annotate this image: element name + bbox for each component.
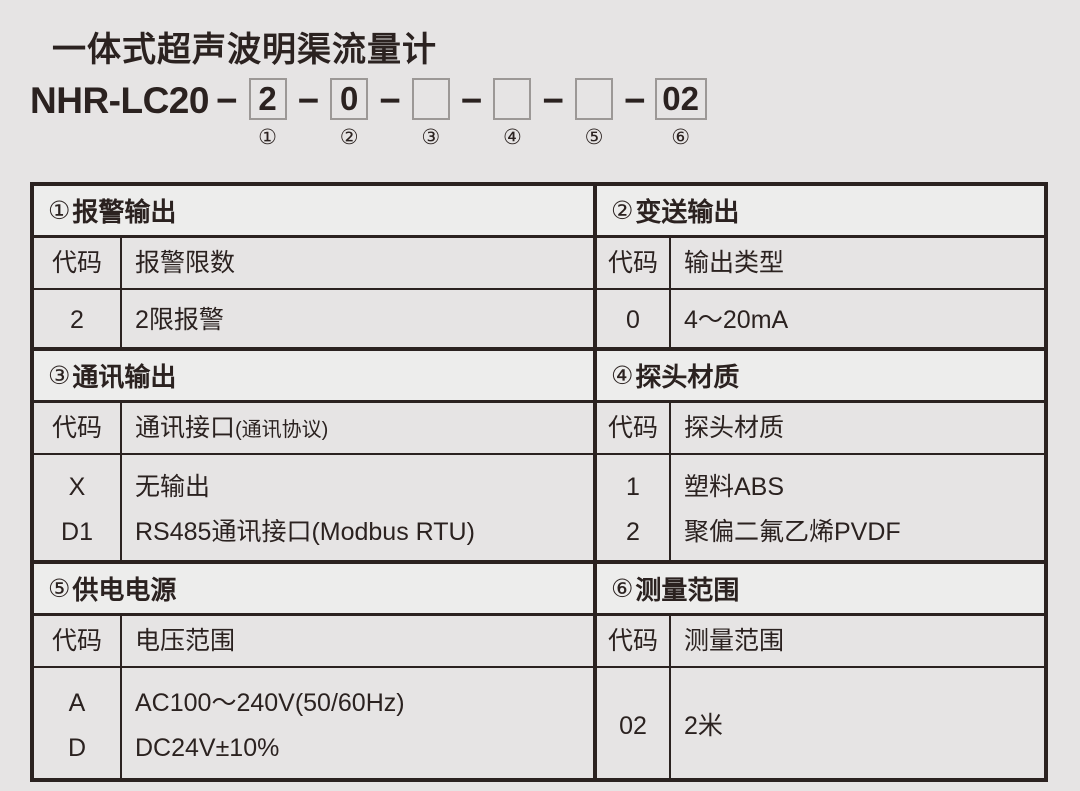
table-row-desc: AC100〜240V(50/60Hz) — [135, 689, 405, 717]
model-slot-6-mark: ⑥ — [671, 126, 691, 149]
section-2-col-code: 代码 — [607, 249, 658, 277]
table-band-3: ⑤ 供电电源 代码 电压范围 A D AC100〜240V(50/60Hz) D… — [34, 560, 1044, 778]
section-6-col-desc: 测量范围 — [684, 627, 785, 655]
table-row-desc: RS485通讯接口(Modbus RTU) — [135, 517, 475, 546]
section-alarm-output: ① 报警输出 代码 报警限数 2 2限报警 — [34, 186, 597, 347]
page-title: 一体式超声波明渠流量计 — [52, 31, 437, 69]
section-2-column-headers: 代码 输出类型 — [597, 238, 1044, 290]
table-band-1: ① 报警输出 代码 报警限数 2 2限报警 ② — [34, 186, 1044, 347]
model-prefix: NHR-LC20 — [30, 80, 209, 121]
table-row-code: 1 — [626, 472, 640, 501]
section-5-column-headers: 代码 电压范围 — [34, 616, 593, 668]
section-5-col-code: 代码 — [51, 627, 102, 655]
section-1-col-code: 代码 — [51, 249, 102, 277]
model-slot-2-mark: ② — [339, 126, 359, 149]
section-4-col-code: 代码 — [607, 414, 658, 442]
section-4-rows: 1 2 塑料ABS 聚偏二氟乙烯PVDF — [597, 455, 1044, 560]
section-transmit-output: ② 变送输出 代码 输出类型 0 4〜20mA — [597, 186, 1044, 347]
section-3-heading: ③ 通讯输出 — [34, 351, 593, 403]
section-1-mark: ① — [48, 196, 71, 225]
section-4-mark: ④ — [611, 361, 634, 390]
model-separator-1: − — [297, 80, 320, 121]
table-row-desc: 聚偏二氟乙烯PVDF — [684, 517, 901, 546]
section-3-col-desc-note: (通讯协议) — [235, 419, 329, 441]
table-row-desc: 4〜20mA — [684, 305, 789, 334]
section-5-col-desc: 电压范围 — [135, 627, 236, 655]
table-row-code: A — [68, 689, 86, 717]
table-row-code: 02 — [619, 711, 647, 740]
specification-table: ① 报警输出 代码 报警限数 2 2限报警 ② — [30, 182, 1048, 782]
section-2-mark: ② — [611, 196, 634, 225]
section-4-heading: ④ 探头材质 — [597, 351, 1044, 403]
model-slot-3-value — [411, 78, 450, 120]
table-row-desc: 2限报警 — [135, 305, 224, 334]
model-slot-2[interactable]: 0 ② — [326, 78, 372, 148]
model-slot-2-value: 0 — [330, 78, 369, 120]
table-row-desc: 塑料ABS — [684, 472, 785, 501]
section-1-heading: ① 报警输出 — [34, 186, 593, 238]
section-5-title: 供电电源 — [72, 575, 177, 605]
section-3-rows: X D1 无输出 RS485通讯接口(Modbus RTU) — [34, 455, 593, 560]
section-1-col-desc: 报警限数 — [135, 249, 236, 277]
model-slot-5-value — [575, 78, 614, 120]
model-code-row: NHR-LC20 − 2 ① − 0 ② − ③ − ④ − ⑤ − 02 ⑥ — [30, 78, 709, 148]
table-row-code: X — [68, 472, 86, 501]
model-slot-4-mark: ④ — [502, 126, 522, 149]
model-slot-3[interactable]: ③ — [408, 78, 454, 148]
section-communication-output: ③ 通讯输出 代码 通讯接口(通讯协议) X D1 无输出 — [34, 351, 597, 560]
model-slot-1-value: 2 — [248, 78, 287, 120]
section-2-heading: ② 变送输出 — [597, 186, 1044, 238]
table-band-2: ③ 通讯输出 代码 通讯接口(通讯协议) X D1 无输出 — [34, 347, 1044, 560]
section-2-col-desc: 输出类型 — [684, 249, 785, 277]
table-row-code: 0 — [626, 305, 640, 334]
section-6-heading: ⑥ 测量范围 — [597, 564, 1044, 616]
model-slot-4-value — [493, 78, 532, 120]
model-slot-6-value: 02 — [654, 78, 707, 120]
table-row-code: 2 — [70, 305, 84, 334]
table-row-desc: 2米 — [684, 711, 723, 740]
model-separator-5: − — [624, 80, 646, 121]
model-slot-4[interactable]: ④ — [489, 78, 535, 148]
section-2-title: 变送输出 — [635, 197, 740, 227]
table-row-desc: 无输出 — [135, 472, 211, 501]
section-3-column-headers: 代码 通讯接口(通讯协议) — [34, 403, 593, 455]
section-1-rows: 2 2限报警 — [34, 290, 593, 347]
section-5-rows: A D AC100〜240V(50/60Hz) DC24V±10% — [34, 668, 593, 778]
section-2-rows: 0 4〜20mA — [597, 290, 1044, 347]
section-6-title: 测量范围 — [635, 575, 740, 605]
section-1-column-headers: 代码 报警限数 — [34, 238, 593, 290]
section-3-title: 通讯输出 — [72, 362, 177, 392]
section-power-supply: ⑤ 供电电源 代码 电压范围 A D AC100〜240V(50/60Hz) D… — [34, 564, 597, 778]
table-row-code: D — [67, 734, 87, 762]
section-measuring-range: ⑥ 测量范围 代码 测量范围 02 2米 — [597, 564, 1044, 778]
section-3-col-code: 代码 — [51, 414, 102, 442]
section-4-column-headers: 代码 探头材质 — [597, 403, 1044, 455]
section-3-mark: ③ — [48, 361, 71, 390]
model-slot-5-mark: ⑤ — [584, 126, 604, 149]
table-row-desc: DC24V±10% — [135, 734, 280, 762]
model-separator-0: − — [215, 80, 238, 121]
section-6-rows: 02 2米 — [597, 668, 1044, 778]
section-1-title: 报警输出 — [72, 197, 177, 227]
section-5-mark: ⑤ — [48, 574, 71, 603]
model-slot-6[interactable]: 02 ⑥ — [653, 78, 709, 148]
model-slot-1-mark: ① — [258, 126, 277, 149]
model-slot-5[interactable]: ⑤ — [571, 78, 617, 148]
section-6-mark: ⑥ — [611, 574, 634, 603]
table-row-code: D1 — [61, 517, 93, 546]
section-4-title: 探头材质 — [635, 362, 740, 392]
section-4-col-desc: 探头材质 — [684, 414, 785, 442]
section-6-col-code: 代码 — [607, 627, 658, 655]
section-6-column-headers: 代码 测量范围 — [597, 616, 1044, 668]
model-slot-1[interactable]: 2 ① — [245, 78, 291, 148]
table-row-code: 2 — [626, 517, 640, 546]
model-separator-4: − — [542, 80, 565, 121]
section-3-col-desc: 通讯接口 — [135, 414, 236, 442]
model-slot-3-mark: ③ — [421, 126, 441, 149]
section-probe-material: ④ 探头材质 代码 探头材质 1 2 塑料ABS 聚偏二氟乙烯PVDF — [597, 351, 1044, 560]
model-separator-2: − — [379, 80, 401, 121]
section-5-heading: ⑤ 供电电源 — [34, 564, 593, 616]
model-separator-3: − — [460, 80, 483, 121]
